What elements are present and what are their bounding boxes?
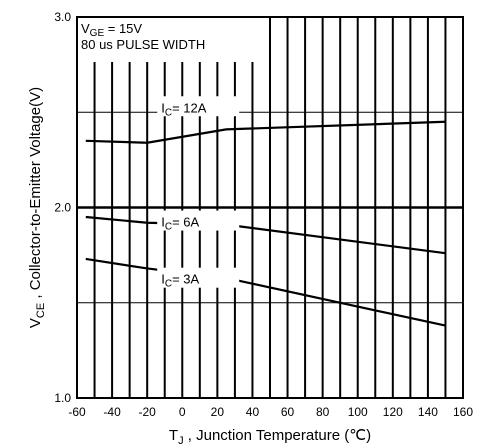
condition-text: VGE = 15V: [81, 21, 142, 39]
series-line-12A: [85, 120, 446, 144]
x-tick-label: 20: [211, 405, 225, 419]
series-lines: [85, 120, 446, 327]
x-tick-label: -40: [103, 405, 121, 419]
x-tick-label: 120: [383, 405, 403, 419]
y-tick-label: 3.0: [54, 10, 71, 24]
series-label-3A: IC= 3A: [161, 272, 199, 290]
x-tick-label: 140: [418, 405, 438, 419]
x-tick-label: 160: [453, 405, 473, 419]
x-tick-label: 0: [179, 405, 186, 419]
x-tick-label: 80: [316, 405, 330, 419]
series-label-6A: IC= 6A: [161, 215, 199, 233]
y-tick-labels: 1.0 2.0 3.0: [54, 10, 71, 405]
series-label-box: [157, 96, 240, 117]
series-label-12A: IC= 12A: [161, 100, 207, 118]
conditions-box: [78, 18, 254, 62]
x-tick-label: 60: [281, 405, 295, 419]
y-tick-label: 2.0: [54, 201, 71, 215]
series-label-box: [157, 267, 240, 288]
x-tick-labels: -60 -40 -20 0 20 40 60 80 100 120 140 160: [68, 405, 473, 419]
grid-lines: [77, 17, 463, 398]
y-axis-label: VCE , Collector-to-Emitter Voltage(V): [27, 87, 47, 328]
x-tick-label: 40: [246, 405, 260, 419]
series-line-3A: [85, 257, 446, 327]
x-tick-label: 100: [348, 405, 368, 419]
condition-text: 80 us PULSE WIDTH: [81, 37, 205, 52]
y-tick-label: 1.0: [54, 391, 71, 405]
plot-frame: [76, 16, 464, 399]
x-tick-label: -20: [139, 405, 157, 419]
series-line-6A: [85, 215, 446, 255]
x-axis-label: TJ , Junction Temperature (℃): [169, 427, 371, 447]
x-tick-label: -60: [68, 405, 86, 419]
series-label-box: [157, 210, 240, 231]
